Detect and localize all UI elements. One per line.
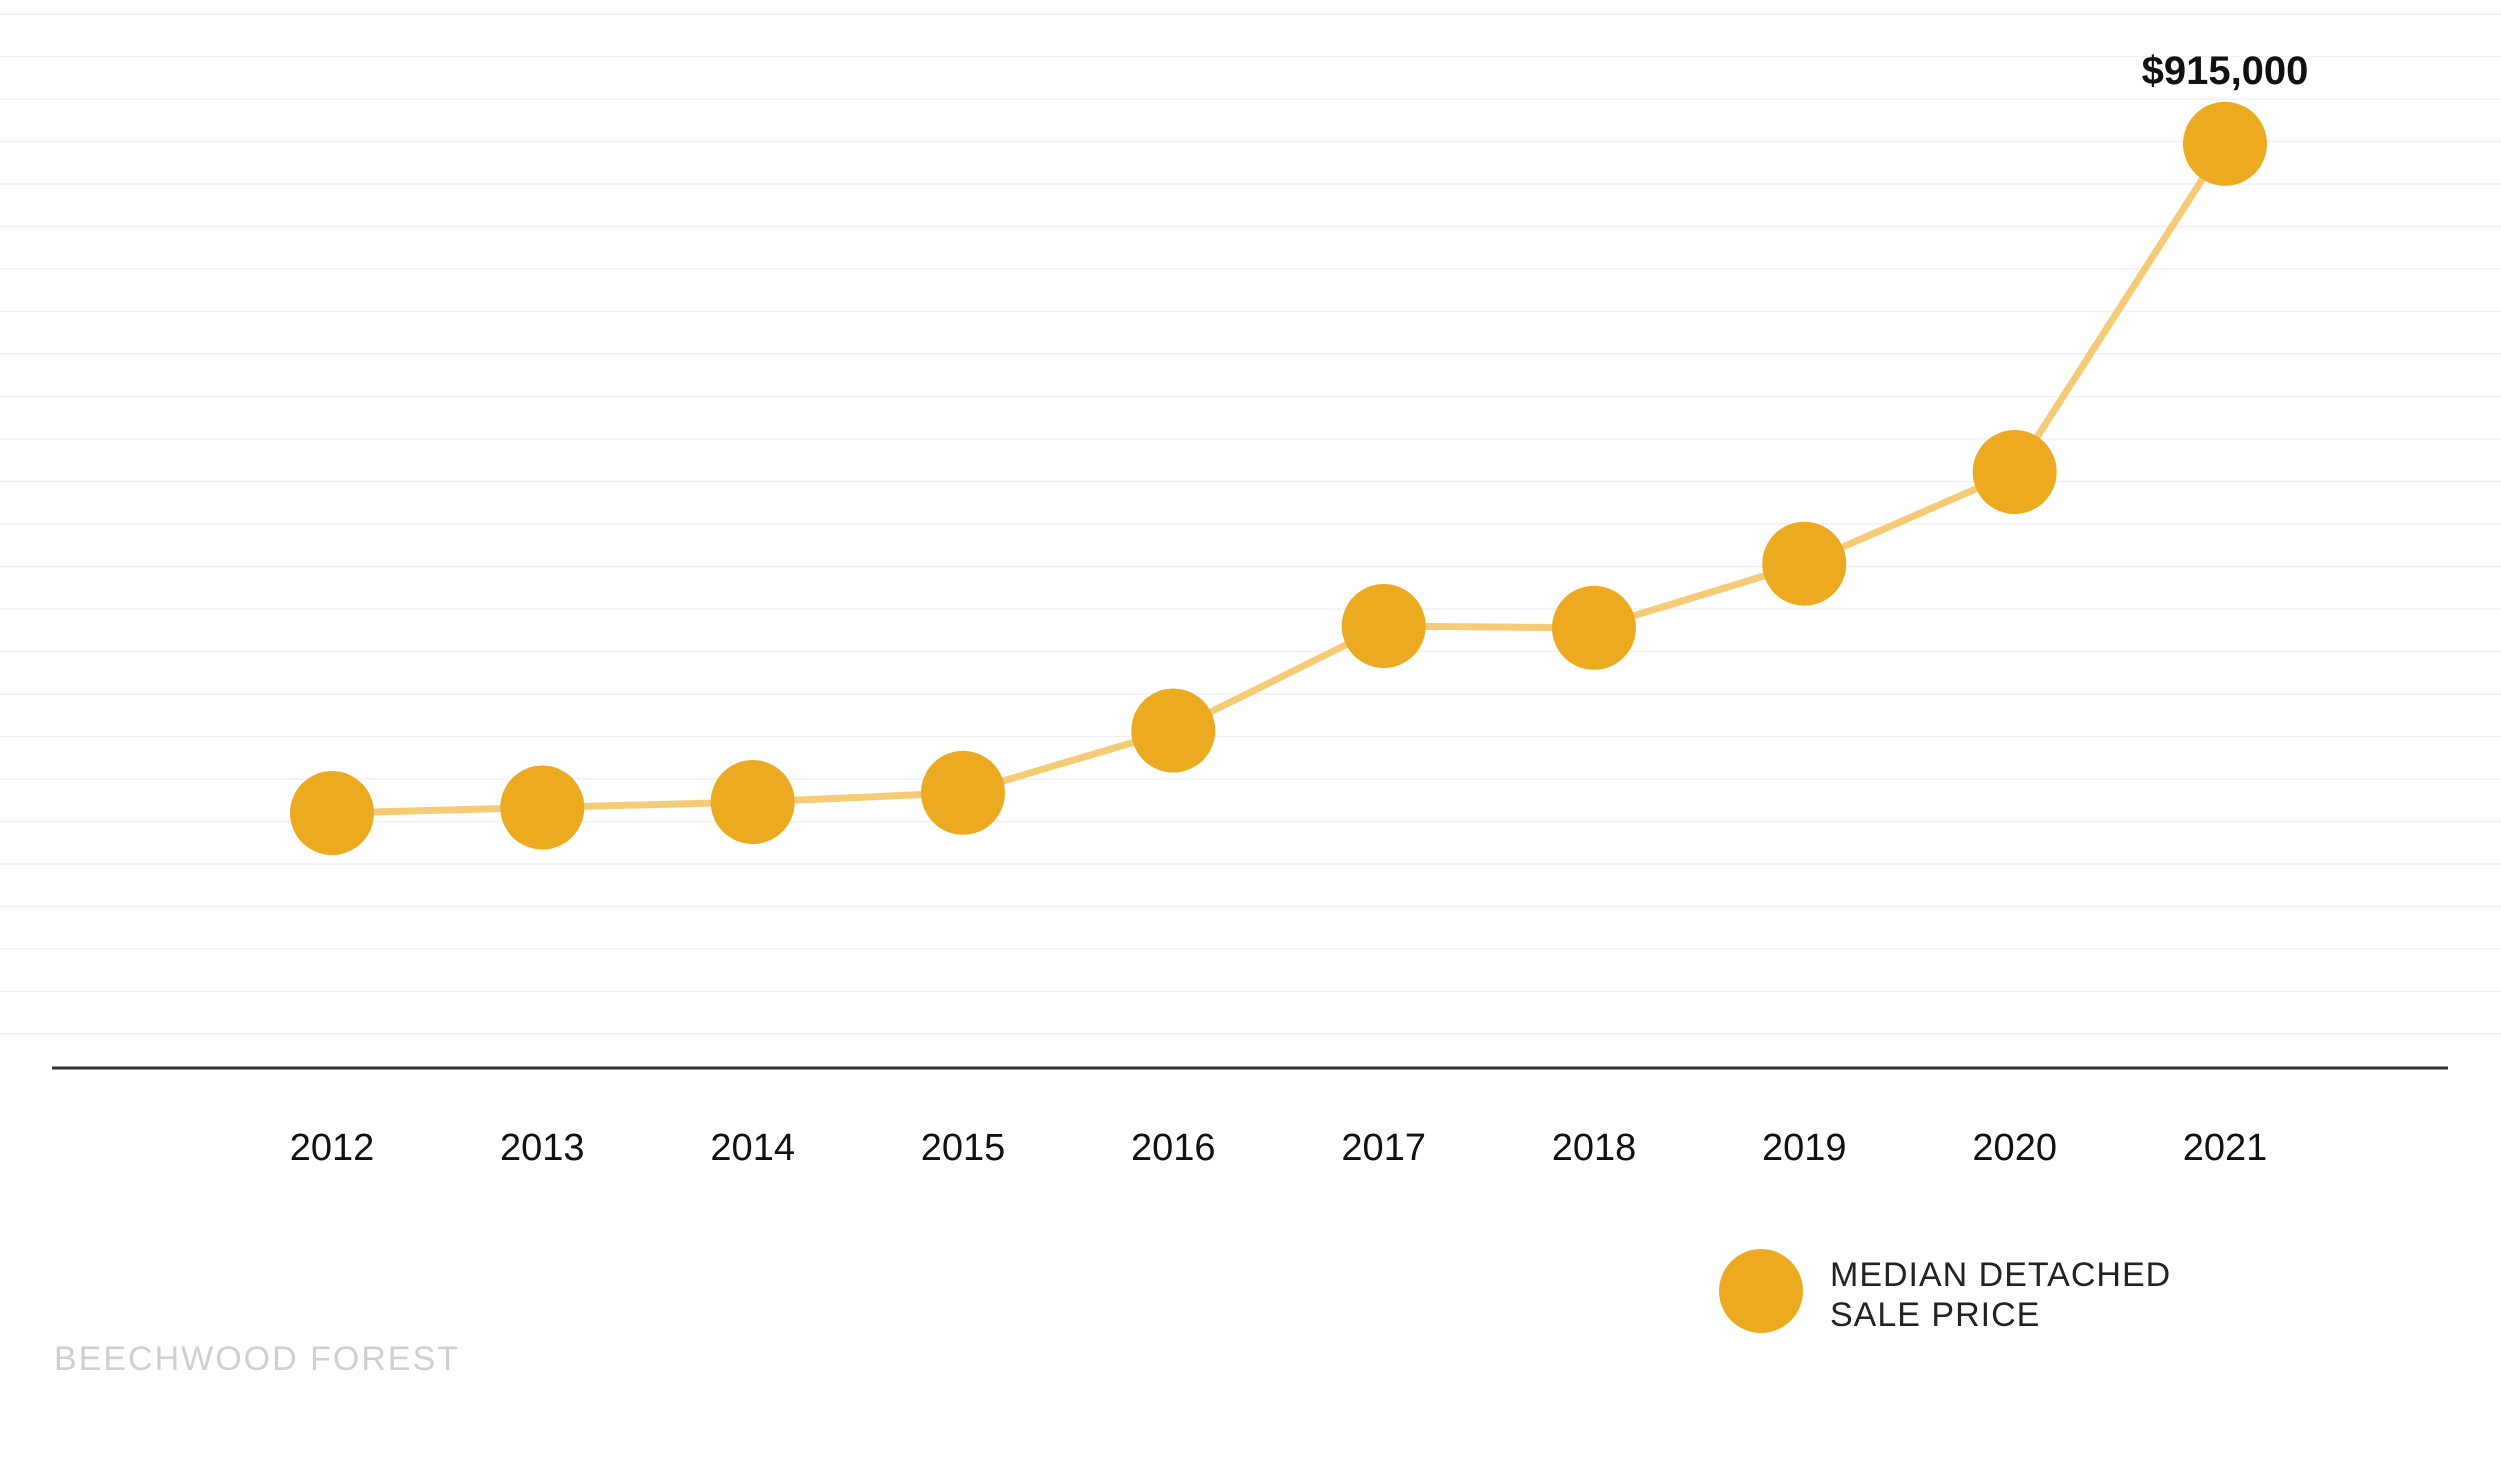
x-tick-label-2017: 2017 bbox=[1341, 1127, 1426, 1169]
data-point-2012 bbox=[290, 771, 374, 855]
x-tick-label-2021: 2021 bbox=[2183, 1127, 2268, 1169]
legend: MEDIAN DETACHED SALE PRICE bbox=[1719, 1249, 2171, 1334]
gridlines bbox=[0, 13, 2501, 1035]
x-tick-label-2019: 2019 bbox=[1762, 1127, 1847, 1169]
data-point-2013 bbox=[500, 765, 585, 850]
x-tick-label-2014: 2014 bbox=[710, 1127, 795, 1169]
x-tick-label-2020: 2020 bbox=[1972, 1127, 2057, 1169]
x-tick-label-2016: 2016 bbox=[1131, 1127, 1216, 1169]
x-tick-label-2018: 2018 bbox=[1552, 1127, 1637, 1169]
data-point-2018 bbox=[1552, 585, 1636, 670]
data-point-2017 bbox=[1341, 584, 1426, 668]
data-point-2016 bbox=[1131, 688, 1216, 773]
data-point-2014 bbox=[710, 760, 795, 844]
data-point-2020 bbox=[1972, 430, 2057, 514]
x-tick-labels: 2012 2013 2014 2015 2016 2017 2018 2019 2020 2021 bbox=[290, 1127, 2268, 1169]
x-tick-label-2012: 2012 bbox=[290, 1127, 375, 1169]
data-point-2019 bbox=[1762, 521, 1847, 606]
data-point-2015 bbox=[921, 750, 1005, 835]
data-point-2021 bbox=[2183, 101, 2267, 186]
data-label-2021: $915,000 bbox=[2142, 49, 2309, 93]
series-line bbox=[328, 140, 2229, 817]
legend-marker bbox=[1719, 1249, 1803, 1333]
x-tick-label-2013: 2013 bbox=[500, 1127, 585, 1169]
brand-watermark: BEECHWOOD FOREST bbox=[54, 1340, 460, 1378]
legend-label-line-1: MEDIAN DETACHED bbox=[1830, 1256, 2171, 1294]
x-tick-label-2015: 2015 bbox=[921, 1127, 1006, 1169]
data-labels: $915,000 bbox=[2142, 49, 2309, 93]
legend-label-line-2: SALE PRICE bbox=[1830, 1296, 2040, 1334]
data-points bbox=[290, 101, 2267, 855]
